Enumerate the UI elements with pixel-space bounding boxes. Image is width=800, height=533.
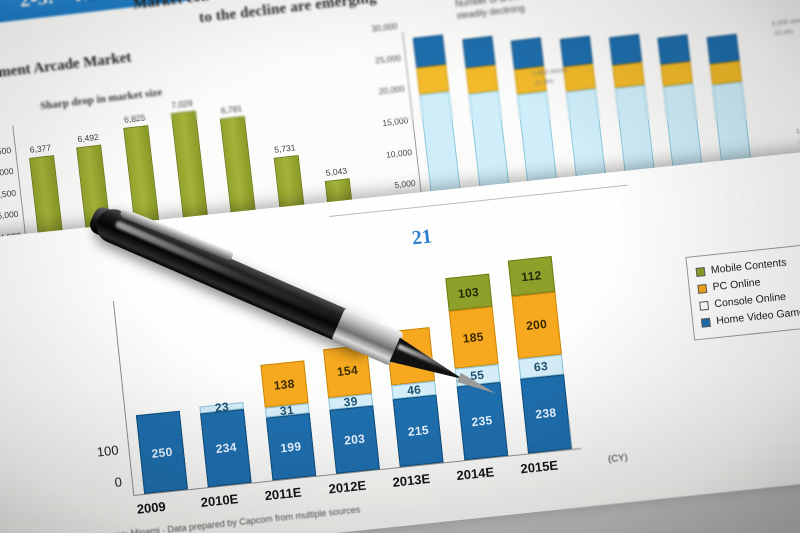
- stacked-segment: [465, 65, 499, 94]
- square-swatch-icon: [699, 300, 710, 311]
- olive-bar-value: 6,781: [220, 103, 243, 116]
- stacked-y-tick: 10,000: [385, 146, 413, 160]
- olive-chart-subtitle: Sharp drop in market size: [39, 86, 163, 113]
- forecast-bar: 238 63 200 112: [507, 256, 572, 454]
- forecast-bar: 234 23: [199, 400, 252, 488]
- olive-y-tick: 5,500: [0, 187, 17, 201]
- stacked-segment: [706, 34, 740, 64]
- olive-bar-value: 6,377: [29, 142, 52, 156]
- page-number: 21: [410, 225, 434, 250]
- forecast-segment: 185: [448, 306, 499, 370]
- forecast-segment: 238: [520, 374, 572, 454]
- forecast-y-tick: 0: [113, 474, 123, 490]
- stacked-segment: [416, 64, 450, 95]
- forecast-bar: 203 39 154: [323, 344, 380, 474]
- square-swatch-icon: [697, 283, 708, 294]
- olive-y-tick: 6,500: [0, 145, 12, 158]
- banner-section-number: 2-3.: [19, 0, 55, 12]
- forecast-segment: 112: [507, 256, 556, 297]
- forecast-x-tick: 2013E: [391, 470, 431, 490]
- stacked-y-tick: 20,000: [378, 83, 406, 97]
- forecast-chart-plot-area: 250 234 23 199 31 138 203 39 154 215 46 170 235 55 185…: [112, 254, 581, 497]
- forecast-segment: 235: [456, 381, 508, 461]
- olive-bar-value: 6,492: [76, 132, 100, 145]
- stacked-segment: [559, 35, 594, 68]
- forecast-segment: 203: [329, 405, 380, 474]
- forecast-chart-legend: Mobile Contents PC Online Console Online Ho…: [685, 239, 800, 341]
- stacked-segment: [511, 37, 545, 70]
- stacked-chart-annotation-c: 1,483 stores-12.9%: [795, 125, 800, 146]
- forecast-segment: 215: [392, 394, 444, 467]
- forecast-bar: 250: [136, 410, 189, 494]
- olive-bar-value: 7,029: [170, 98, 194, 111]
- forecast-x-tick: 2015E: [519, 457, 559, 477]
- stacked-chart-annotation-b: 3,208 stores -10.4%: [771, 16, 800, 38]
- stacked-y-tick: 15,000: [381, 115, 409, 129]
- forecast-x-tick: 2010E: [200, 491, 239, 510]
- olive-bar-value: 6,825: [123, 112, 146, 125]
- forecast-segment: 250: [136, 410, 189, 494]
- forecast-chart-y-axis: 0 100: [36, 288, 122, 490]
- forecast-bar: 235 55 185 103: [444, 273, 508, 461]
- stacked-y-tick: 5,000: [393, 178, 417, 191]
- stacked-segment: [462, 35, 496, 69]
- forecast-segment: 103: [444, 273, 493, 311]
- forecast-segment: 200: [511, 291, 562, 359]
- olive-bar-value: 5,043: [325, 165, 348, 179]
- olive-chart-title: Amusement Arcade Market: [0, 49, 133, 86]
- forecast-segment: 170: [385, 326, 436, 385]
- forecast-x-tick: 2011E: [263, 484, 303, 504]
- stacked-y-tick: 25,000: [374, 52, 402, 66]
- stacked-segment: [608, 33, 642, 66]
- stacked-chart-annotation-a: 1,483 stores -12.9%: [531, 66, 568, 88]
- forecast-chart-axis-unit: (CY): [607, 452, 629, 466]
- olive-y-tick: 5,000: [0, 208, 20, 222]
- forecast-bar: 215 46 170: [385, 326, 444, 467]
- stacked-segment: [611, 61, 645, 89]
- forecast-x-tick: 2009: [136, 498, 167, 517]
- forecast-segment: 199: [265, 413, 316, 481]
- forecast-segment: 234: [200, 408, 252, 488]
- forecast-x-tick: 2012E: [327, 477, 367, 497]
- forecast-bar: 199 31 138: [260, 360, 316, 481]
- square-swatch-icon: [700, 317, 711, 328]
- forecast-segment: 138: [260, 360, 309, 409]
- square-swatch-icon: [695, 267, 706, 277]
- stacked-segment: [413, 34, 447, 68]
- stacked-y-tick: 30,000: [370, 20, 398, 34]
- olive-y-tick: 6,000: [0, 166, 15, 179]
- stacked-segment: [657, 34, 691, 65]
- olive-bar-value: 5,731: [273, 142, 296, 155]
- forecast-segment: 154: [323, 344, 372, 398]
- forecast-x-tick: 2014E: [455, 464, 495, 484]
- forecast-y-tick: 100: [96, 442, 120, 460]
